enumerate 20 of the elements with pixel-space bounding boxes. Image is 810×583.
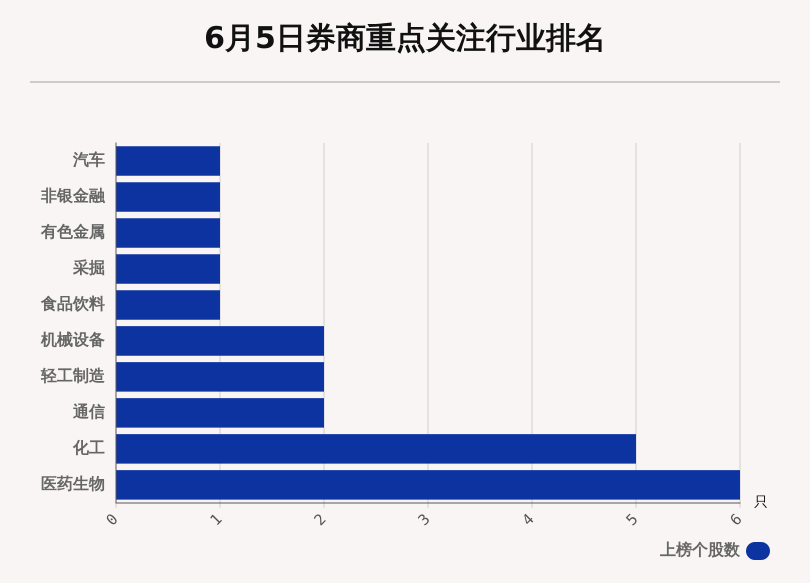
y-tick-label: 食品饮料: [40, 294, 105, 314]
x-axis-title: 只: [754, 494, 768, 511]
x-tick-label: 6: [726, 510, 746, 530]
y-tick-label: 轻工制造: [40, 366, 106, 386]
y-tick-label: 非银金融: [40, 186, 106, 206]
x-tick-label: 5: [622, 510, 642, 530]
x-tick-label: 1: [206, 510, 226, 530]
y-tick-label: 机械设备: [40, 330, 105, 350]
x-tick-label: 2: [310, 510, 330, 530]
y-tick-label: 化工: [72, 438, 105, 458]
y-tick-label: 医药生物: [41, 474, 105, 494]
y-tick-label: 汽车: [72, 150, 105, 170]
legend-label: 上榜个股数: [660, 540, 740, 561]
y-tick-label: 通信: [72, 402, 105, 422]
y-tick-label: 有色金属: [40, 222, 105, 242]
y-tick-label: 采掘: [72, 258, 105, 278]
chart-title: 6月5日券商重点关注行业排名: [203, 20, 607, 58]
x-tick-label: 0: [102, 510, 122, 530]
x-tick-label: 3: [414, 510, 434, 530]
x-tick-label: 4: [518, 510, 538, 530]
